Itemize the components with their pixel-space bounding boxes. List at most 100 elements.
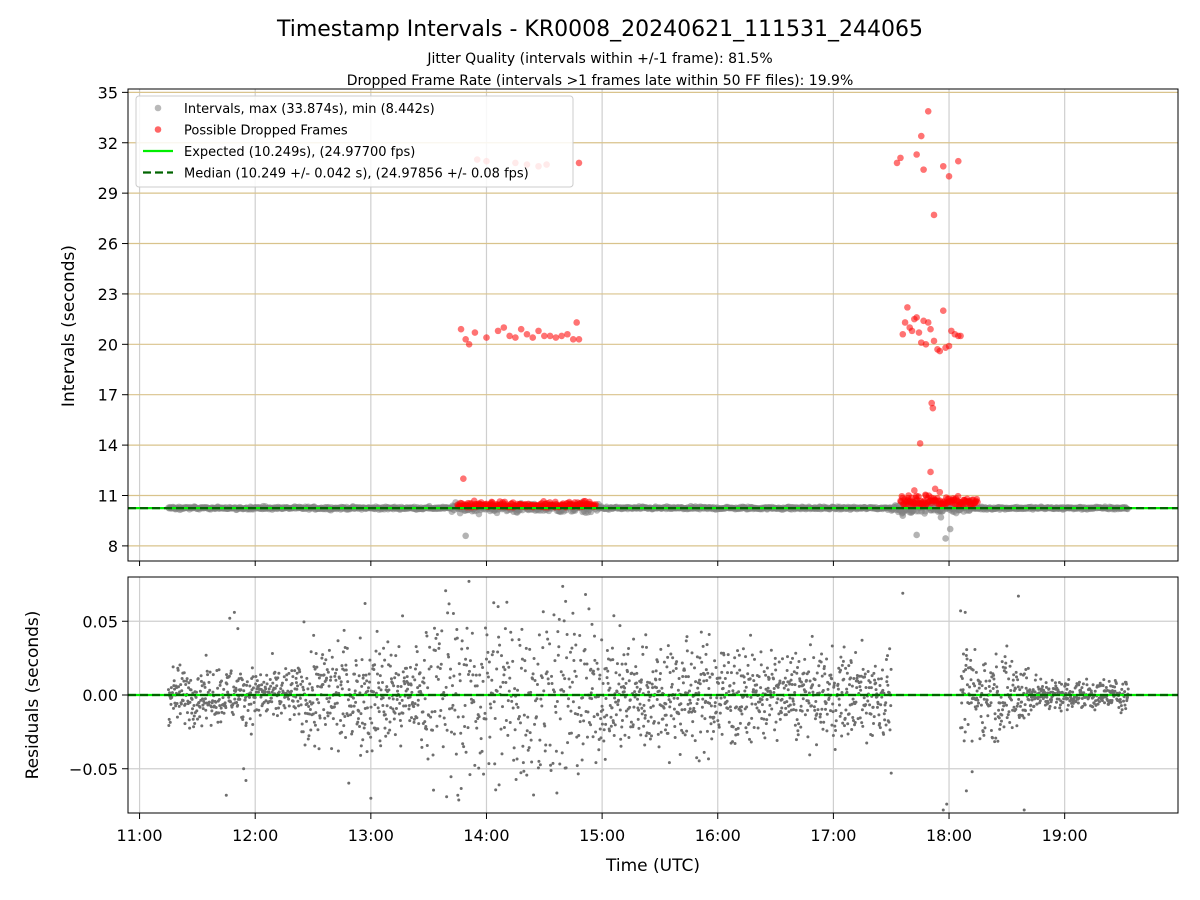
residual-point bbox=[345, 646, 349, 650]
residual-point bbox=[200, 724, 204, 728]
residual-point bbox=[445, 795, 449, 799]
residual-point bbox=[1103, 701, 1107, 705]
residual-point bbox=[765, 666, 769, 670]
residual-point bbox=[322, 673, 326, 677]
residual-point bbox=[442, 716, 446, 720]
residual-point bbox=[589, 723, 593, 727]
residual-point bbox=[676, 688, 680, 692]
dropped-frame-point bbox=[924, 107, 932, 115]
residual-point bbox=[581, 742, 585, 746]
residual-point bbox=[347, 688, 351, 692]
residual-point bbox=[993, 712, 997, 716]
residual-point bbox=[682, 668, 686, 672]
residual-point bbox=[624, 662, 628, 666]
residual-point bbox=[823, 707, 827, 711]
residual-point bbox=[605, 676, 609, 680]
residual-point bbox=[554, 749, 558, 753]
residual-point bbox=[651, 686, 655, 690]
residual-point bbox=[376, 706, 380, 710]
residual-point bbox=[414, 645, 418, 649]
residual-point bbox=[793, 683, 797, 687]
residual-point bbox=[579, 713, 583, 717]
dropped-frame-point bbox=[904, 304, 911, 311]
residual-point bbox=[819, 660, 823, 664]
residual-point bbox=[991, 736, 995, 740]
residual-point bbox=[1093, 689, 1097, 693]
residual-point bbox=[325, 668, 329, 672]
residual-point bbox=[1077, 696, 1081, 700]
residual-point bbox=[536, 662, 540, 666]
residual-point bbox=[381, 703, 385, 707]
residual-point bbox=[765, 718, 769, 722]
residual-point bbox=[274, 707, 278, 711]
x-tick-label: 16:00 bbox=[695, 826, 741, 845]
residual-point bbox=[249, 702, 253, 706]
residual-point bbox=[311, 688, 315, 692]
residual-point bbox=[506, 733, 510, 737]
residual-point bbox=[621, 677, 625, 681]
residual-point bbox=[677, 677, 681, 681]
residual-point bbox=[308, 700, 312, 704]
residual-point bbox=[289, 689, 293, 693]
interval-point bbox=[913, 531, 920, 539]
residual-point bbox=[402, 704, 406, 708]
residual-point bbox=[723, 677, 727, 681]
residual-point bbox=[243, 698, 247, 702]
residual-point bbox=[265, 708, 269, 712]
residual-point bbox=[538, 763, 542, 767]
residual-point bbox=[714, 710, 718, 714]
residual-point bbox=[654, 678, 658, 682]
residual-point bbox=[354, 663, 358, 667]
residual-point bbox=[367, 672, 371, 676]
chart-title: Timestamp Intervals - KR0008_20240621_11… bbox=[276, 17, 923, 42]
residual-point bbox=[555, 791, 559, 795]
residual-point bbox=[336, 639, 340, 643]
residual-point bbox=[322, 662, 326, 666]
residual-point bbox=[981, 730, 985, 734]
residual-point bbox=[665, 665, 669, 669]
residual-point bbox=[466, 672, 470, 676]
residual-point bbox=[402, 676, 406, 680]
residual-point bbox=[790, 673, 794, 677]
residual-point bbox=[651, 704, 655, 708]
residual-point bbox=[606, 681, 610, 685]
residual-point bbox=[401, 614, 405, 618]
residual-point bbox=[457, 798, 461, 802]
residual-point bbox=[766, 686, 770, 690]
residual-point bbox=[859, 680, 863, 684]
x-tick-label: 19:00 bbox=[1042, 826, 1088, 845]
residual-point bbox=[960, 677, 964, 681]
residual-point bbox=[1002, 725, 1006, 729]
residual-point bbox=[363, 602, 367, 606]
residual-point bbox=[1053, 681, 1057, 685]
residual-point bbox=[259, 695, 263, 699]
residual-point bbox=[524, 733, 528, 737]
residual-point bbox=[568, 685, 572, 689]
residual-point bbox=[639, 680, 643, 684]
legend-marker bbox=[154, 104, 162, 112]
residual-point bbox=[517, 638, 521, 642]
residual-point bbox=[523, 659, 527, 663]
residual-point bbox=[585, 735, 589, 739]
residual-point bbox=[360, 658, 364, 662]
residual-point bbox=[572, 632, 576, 636]
residual-point bbox=[705, 679, 709, 683]
residual-point bbox=[436, 665, 440, 669]
residual-point bbox=[240, 678, 244, 682]
residual-point bbox=[436, 677, 440, 681]
residual-point bbox=[427, 713, 431, 717]
residual-point bbox=[861, 724, 865, 728]
residual-point bbox=[780, 657, 784, 661]
residual-point bbox=[749, 740, 753, 744]
residual-point bbox=[528, 731, 532, 735]
legend-marker bbox=[154, 126, 162, 133]
residual-point bbox=[901, 591, 905, 595]
residual-point bbox=[600, 638, 604, 642]
residual-point bbox=[673, 725, 677, 729]
residual-point bbox=[678, 752, 682, 756]
residual-point bbox=[973, 684, 977, 688]
residual-point bbox=[316, 684, 320, 688]
residual-point bbox=[780, 706, 784, 710]
dropped-frame-point bbox=[460, 475, 467, 482]
residual-point bbox=[402, 679, 406, 683]
